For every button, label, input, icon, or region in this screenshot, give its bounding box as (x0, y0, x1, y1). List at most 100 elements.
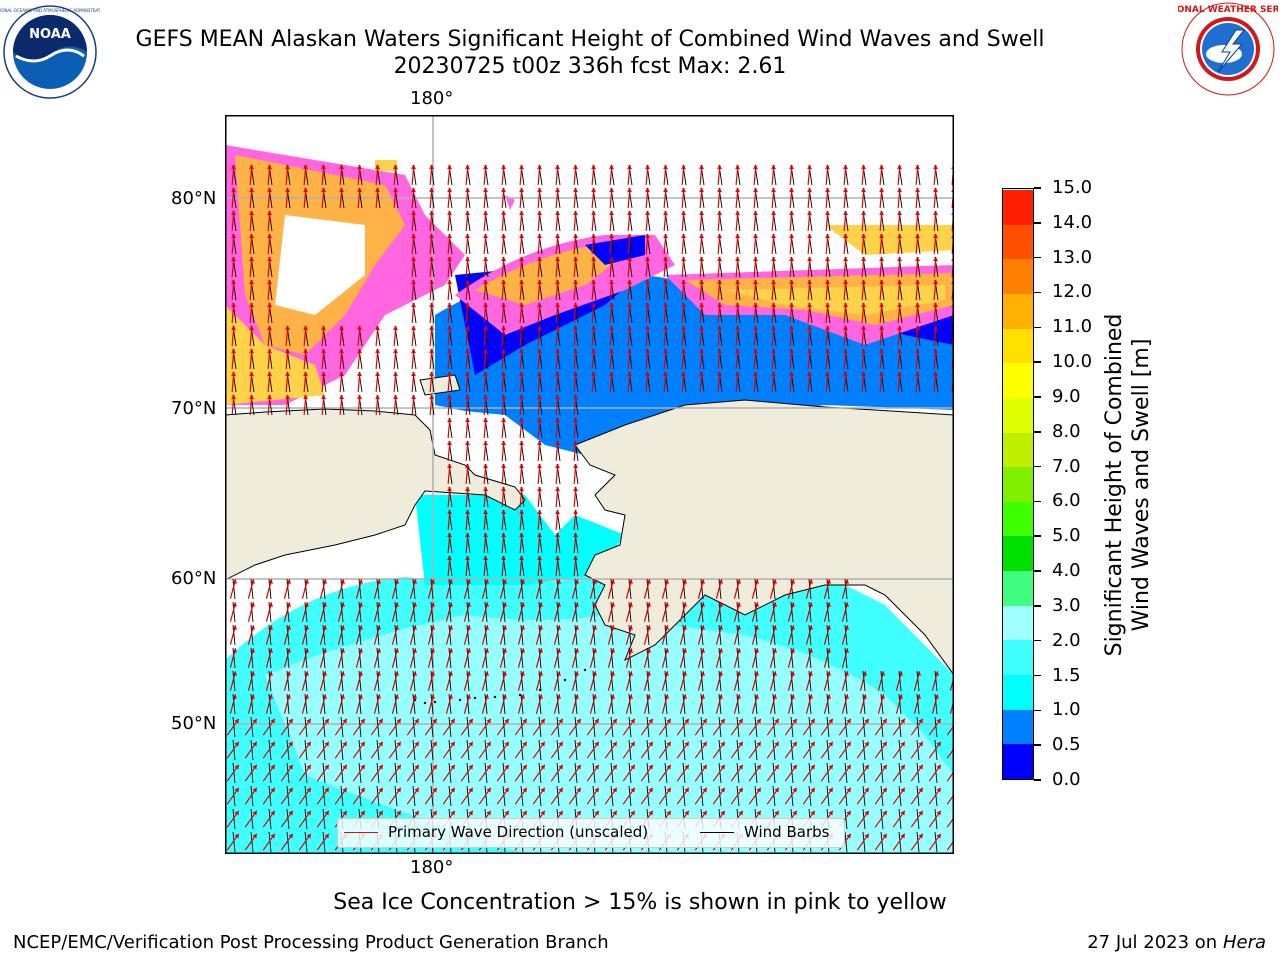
lat-label-60: 60°N (171, 568, 217, 589)
wind-barb (250, 808, 254, 830)
wave-direction-arrowhead (250, 602, 255, 607)
wave-direction-arrowhead (538, 579, 543, 584)
wave-direction-arrowhead (717, 234, 723, 239)
wave-direction-arrowhead (645, 303, 651, 308)
wave-direction-arrowhead (360, 718, 365, 724)
wave-direction-arrowhead (501, 556, 507, 561)
wind-barb (916, 762, 920, 784)
wave-direction-arrowhead (753, 234, 759, 239)
wave-direction-arrowhead (934, 671, 939, 676)
wave-direction-arrowhead (573, 280, 579, 285)
wave-direction-arrowhead (682, 579, 687, 584)
wave-direction-arrowhead (825, 326, 831, 331)
wind-barb (664, 785, 668, 807)
wave-direction-arrowhead (519, 487, 525, 492)
wave-direction-arrowhead (627, 188, 633, 193)
wave-direction-arrowhead (537, 257, 543, 262)
wave-direction-arrowhead (303, 372, 309, 377)
wave-direction-arrowhead (267, 395, 273, 400)
wave-direction-arrowhead (414, 741, 419, 747)
wave-direction-arrowhead (900, 718, 905, 724)
wave-direction-arrowhead (288, 833, 293, 839)
wave-direction-arrowhead (897, 303, 903, 308)
wave-direction-arrowhead (808, 625, 813, 630)
wave-direction-arrowhead (753, 188, 759, 193)
wave-direction-arrowhead (394, 625, 399, 630)
wave-direction-arrowhead (790, 579, 795, 584)
wave-direction-arrowhead (915, 372, 921, 377)
wave-direction-arrowhead (591, 372, 597, 377)
wave-direction-arrowhead (538, 671, 543, 676)
wave-direction-arrowhead (828, 718, 833, 724)
colorbar-tick-mark (1034, 535, 1041, 537)
wave-direction-arrowhead (915, 349, 921, 354)
wind-barb (862, 785, 866, 807)
wave-direction-arrowhead (519, 464, 525, 469)
wave-direction-arrowhead (447, 188, 453, 193)
footer-date-text: 27 Jul 2023 on (1087, 932, 1223, 953)
wind-barb (808, 739, 812, 761)
wave-direction-arrowhead (936, 810, 941, 816)
wave-direction-arrowhead (915, 280, 921, 285)
wave-direction-arrowhead (771, 257, 777, 262)
wind-barb (466, 785, 470, 807)
wave-direction-arrowhead (468, 718, 473, 724)
wave-direction-arrowhead (448, 602, 453, 607)
colorbar-segment (1003, 397, 1033, 433)
wave-direction-arrowhead (807, 303, 813, 308)
colorbar-tick-mark (1034, 187, 1041, 189)
colorbar-tick-mark (1034, 779, 1041, 781)
wave-direction-arrowhead (432, 810, 437, 816)
wave-direction-arrowhead (717, 280, 723, 285)
wave-direction-arrowhead (414, 764, 419, 770)
wave-direction-arrowhead (267, 280, 273, 285)
wave-direction-arrowhead (826, 694, 831, 699)
wave-direction-arrowhead (610, 579, 615, 584)
wave-direction-arrowhead (537, 464, 543, 469)
wave-direction-arrowhead (537, 487, 543, 492)
wind-barb (358, 785, 362, 807)
wave-direction-arrowhead (720, 718, 725, 724)
wave-direction-arrowhead (645, 257, 651, 262)
wave-direction-arrowhead (771, 188, 777, 193)
wave-direction-arrowhead (627, 372, 633, 377)
wave-direction-arrowhead (483, 349, 489, 354)
wave-direction-arrowhead (411, 234, 417, 239)
wave-direction-arrowhead (792, 787, 797, 793)
wave-direction-arrowhead (574, 625, 579, 630)
wave-direction-arrowhead (753, 211, 759, 216)
wave-direction-arrowhead (736, 579, 741, 584)
wave-direction-arrowhead (628, 625, 633, 630)
wave-direction-arrowhead (753, 349, 759, 354)
wind-barb (520, 716, 524, 738)
wave-direction-arrowhead (717, 257, 723, 262)
wave-direction-arrowhead (411, 211, 417, 216)
wave-direction-arrowhead (432, 741, 437, 747)
wave-direction-arrowhead (936, 764, 941, 770)
wind-barb (538, 785, 542, 807)
wave-direction-arrowhead (843, 349, 849, 354)
wind-barb (844, 739, 848, 761)
wave-direction-arrowhead (270, 764, 275, 770)
wave-direction-arrowhead (360, 741, 365, 747)
wave-direction-arrowhead (396, 718, 401, 724)
wave-direction-arrowhead (825, 372, 831, 377)
wave-direction-arrowhead (663, 211, 669, 216)
colorbar-segment (1003, 189, 1033, 225)
wave-direction-arrowhead (918, 833, 923, 839)
wind-barb (718, 762, 722, 784)
wave-direction-arrowhead (576, 787, 581, 793)
wave-direction-arrowhead (286, 625, 291, 630)
wave-direction-arrowhead (573, 395, 579, 400)
wave-direction-arrowhead (429, 165, 435, 170)
wave-direction-arrowhead (321, 372, 327, 377)
wave-direction-arrowhead (358, 625, 363, 630)
wave-direction-arrowhead (681, 280, 687, 285)
wave-direction-arrowhead (897, 211, 903, 216)
wave-direction-arrowhead (882, 833, 887, 839)
wind-barb (682, 762, 686, 784)
wave-direction-arrowhead (610, 648, 615, 653)
wave-direction-arrowhead (321, 395, 327, 400)
wave-direction-arrowhead (648, 787, 653, 793)
wave-direction-arrowhead (504, 741, 509, 747)
